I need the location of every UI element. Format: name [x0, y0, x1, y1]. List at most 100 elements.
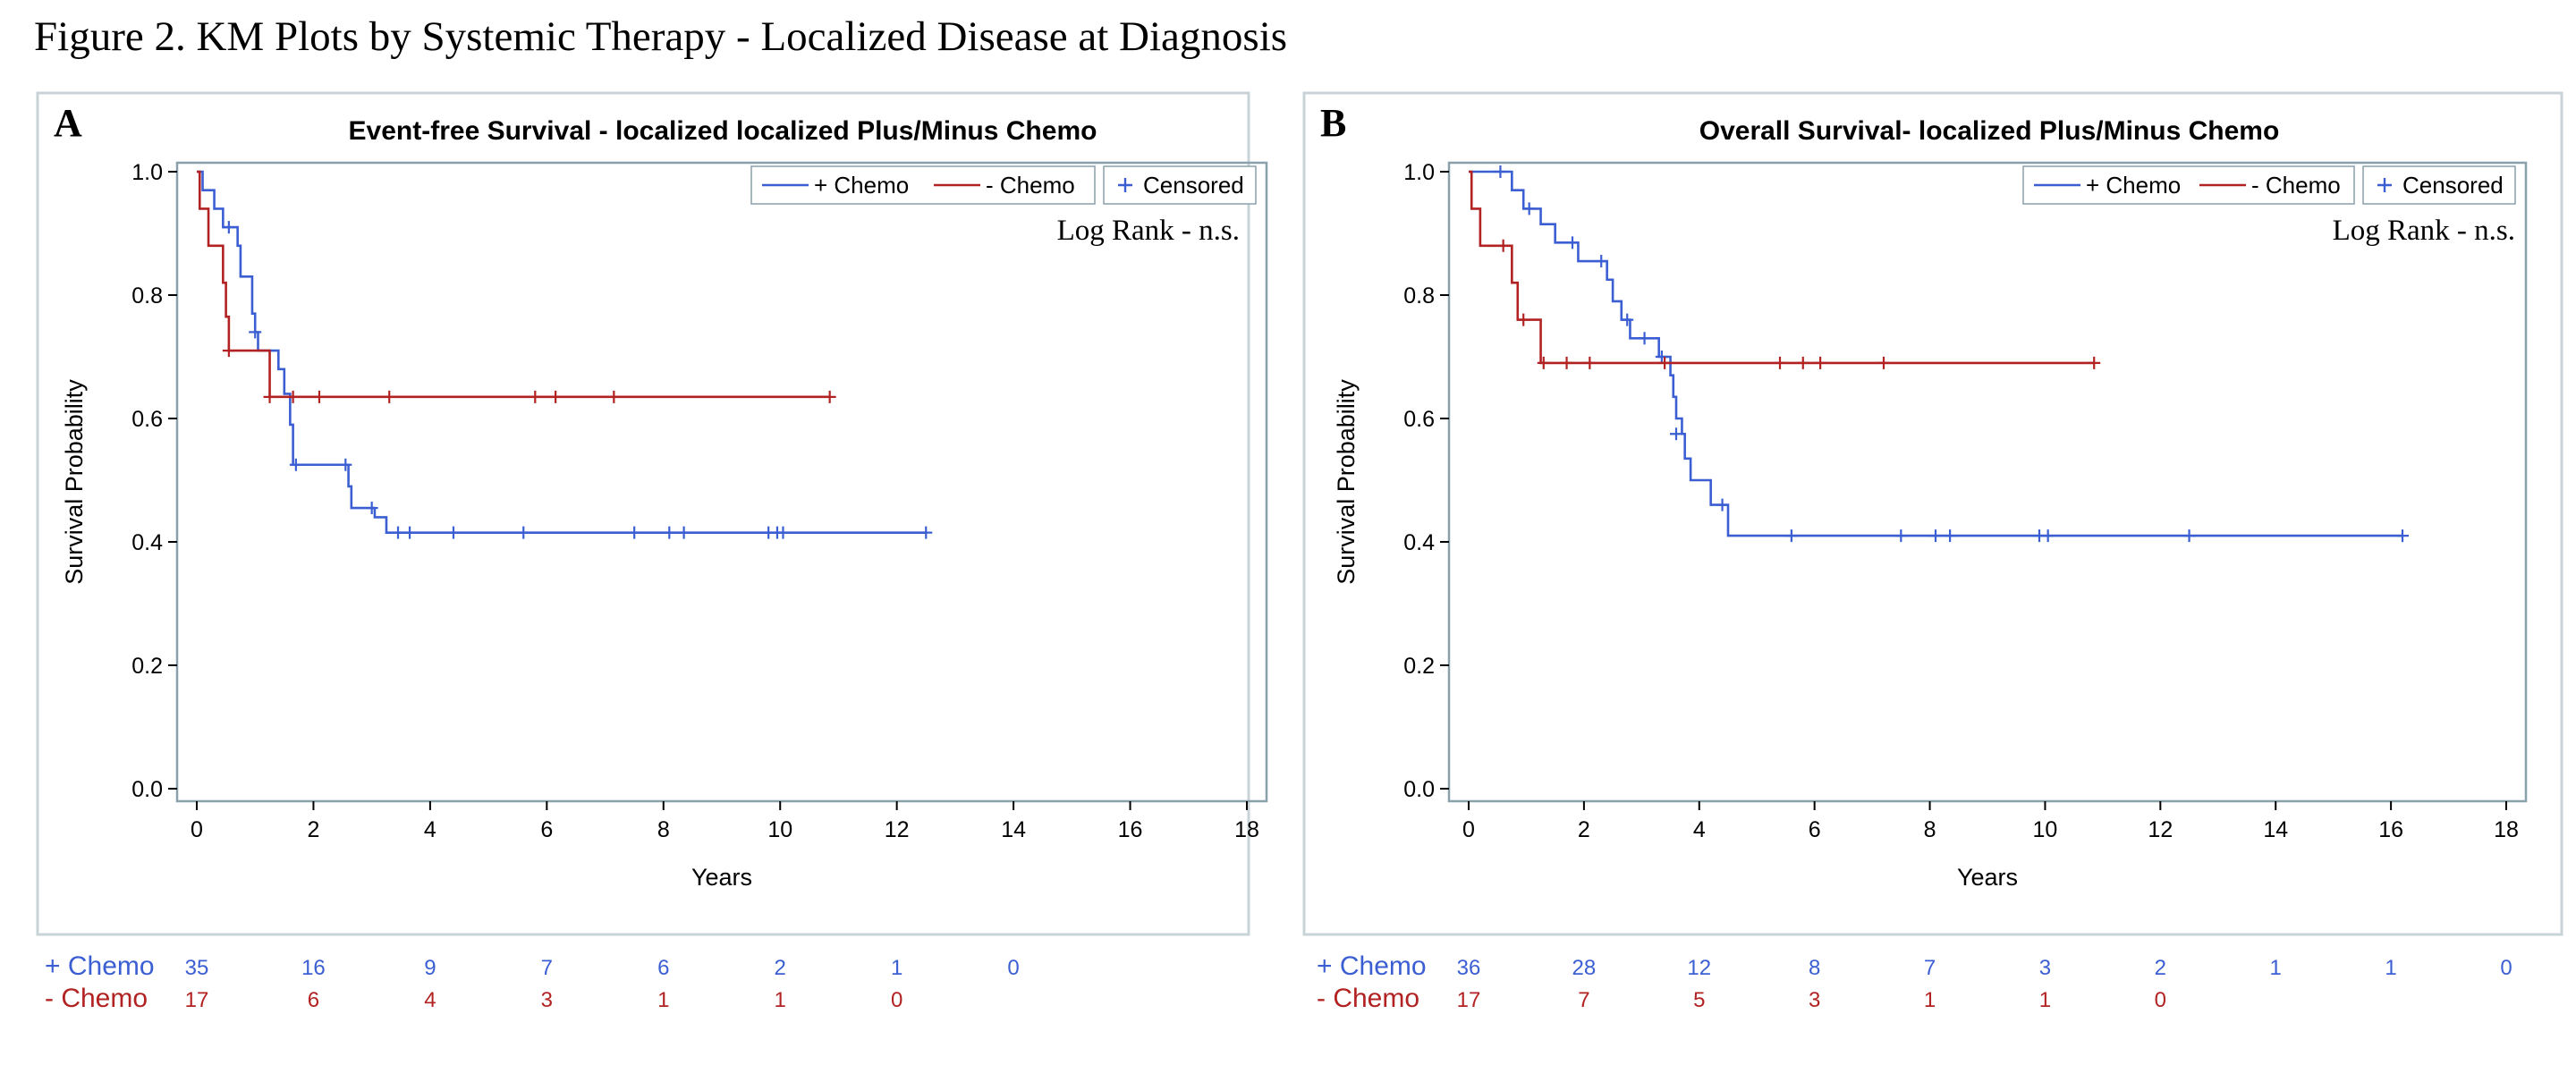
y-tick-label: 0.2 [131, 654, 163, 679]
chart-title: Event-free Survival - localized localize… [349, 116, 1097, 146]
x-tick-label: 14 [2263, 817, 2288, 842]
risk-count: 17 [1457, 988, 1481, 1012]
censor-mark [1621, 313, 1634, 326]
censor-mark [549, 390, 563, 403]
censor-mark [365, 502, 378, 515]
censor-mark [1560, 356, 1573, 369]
log-rank-annotation: Log Rank - n.s. [2333, 215, 2515, 247]
x-tick-label: 18 [2494, 817, 2519, 842]
censor-mark [2396, 529, 2409, 543]
risk-count: 1 [2039, 988, 2051, 1012]
chart-title: Overall Survival- localized Plus/Minus C… [1699, 116, 2280, 146]
censor-mark [312, 390, 326, 403]
legend-item: - Chemo [2251, 172, 2341, 199]
censor-mark [1496, 239, 1510, 252]
x-tick-label: 12 [2148, 817, 2173, 842]
censor-mark [1517, 313, 1530, 326]
censor-mark [1522, 202, 1536, 216]
risk-row-label: + Chemo [1317, 951, 1427, 981]
censored-icon [1118, 178, 1132, 192]
y-tick-label: 0.8 [131, 283, 163, 309]
risk-row-label: - Chemo [1317, 984, 1419, 1013]
censor-mark [919, 526, 933, 539]
legend-item: + Chemo [814, 172, 909, 199]
legend-item: + Chemo [2086, 172, 2181, 199]
risk-count: 5 [1693, 988, 1705, 1012]
censor-mark [222, 344, 235, 358]
x-tick-label: 0 [1462, 817, 1475, 842]
risk-count: 6 [657, 956, 669, 980]
risk-count: 16 [301, 956, 326, 980]
censor-mark [403, 526, 417, 539]
censor-mark [1670, 427, 1682, 441]
x-tick-label: 8 [1924, 817, 1936, 842]
censored-icon [2377, 178, 2392, 192]
censor-mark [517, 526, 530, 539]
censor-mark [1638, 332, 1651, 345]
risk-count: 1 [657, 988, 669, 1012]
risk-count: 8 [1809, 956, 1820, 980]
x-tick-label: 2 [1578, 817, 1590, 842]
censor-mark [263, 390, 276, 403]
x-tick-label: 10 [2033, 817, 2058, 842]
risk-count: 9 [424, 956, 436, 980]
censor-mark [1566, 236, 1579, 249]
censor-mark [663, 526, 676, 539]
y-tick-label: 0.6 [131, 407, 163, 432]
panel-letter: A [54, 101, 82, 145]
x-tick-label: 2 [307, 817, 319, 842]
censor-mark [339, 458, 352, 471]
censor-mark [776, 526, 790, 539]
x-tick-label: 18 [1234, 817, 1259, 842]
risk-count: 1 [775, 988, 786, 1012]
censor-mark [1814, 356, 1827, 369]
censor-mark [2182, 529, 2196, 543]
y-tick-label: 0.0 [131, 777, 163, 802]
risk-count: 28 [1572, 956, 1597, 980]
risk-count: 6 [308, 988, 319, 1012]
legend-box [1103, 165, 1257, 205]
x-axis-label: Years [691, 864, 752, 891]
censor-mark [392, 526, 405, 539]
x-tick-label: 16 [1118, 817, 1143, 842]
censor-mark [823, 390, 836, 403]
x-tick-label: 12 [885, 817, 910, 842]
series-line-minus-chemo [1469, 170, 2095, 365]
legend-item: Censored [1143, 172, 1244, 199]
risk-count: 12 [1687, 956, 1711, 980]
panel-letter: B [1320, 101, 1346, 145]
risk-count: 3 [541, 988, 553, 1012]
censor-mark [1929, 529, 1942, 543]
censor-mark [222, 221, 235, 234]
x-tick-label: 14 [1001, 817, 1026, 842]
legend-item: - Chemo [986, 172, 1075, 199]
x-tick-label: 6 [540, 817, 553, 842]
censor-mark [1537, 356, 1550, 369]
y-axis-label: Survival Probability [1333, 379, 1360, 585]
x-tick-label: 4 [424, 817, 436, 842]
legend: + Chemo - Chemo Censored [2022, 165, 2516, 205]
risk-count: 1 [2270, 956, 2282, 980]
risk-row-label: - Chemo [45, 984, 148, 1013]
censor-mark [289, 458, 302, 471]
censor-mark [383, 390, 396, 403]
panel-a: A Event-free Survival - localized localiz… [36, 91, 1268, 1013]
y-tick-label: 0.4 [1403, 530, 1435, 555]
censor-mark [1658, 356, 1672, 369]
censor-mark [446, 526, 460, 539]
plot-area [1447, 161, 2528, 803]
censor-mark [1796, 356, 1809, 369]
x-tick-label: 4 [1693, 817, 1706, 842]
series-line-minus-chemo [197, 170, 830, 399]
risk-count: 7 [1924, 956, 1936, 980]
risk-count: 1 [891, 956, 902, 980]
y-axis-label: Survival Probability [61, 379, 88, 585]
risk-count: 2 [2155, 956, 2166, 980]
risk-count: 1 [2385, 956, 2396, 980]
figure-title: Figure 2. KM Plots by Systemic Therapy -… [34, 13, 1288, 60]
y-tick-label: 0.6 [1403, 407, 1435, 432]
x-tick-label: 6 [1809, 817, 1821, 842]
risk-count: 4 [424, 988, 436, 1012]
censor-mark [1655, 351, 1668, 363]
